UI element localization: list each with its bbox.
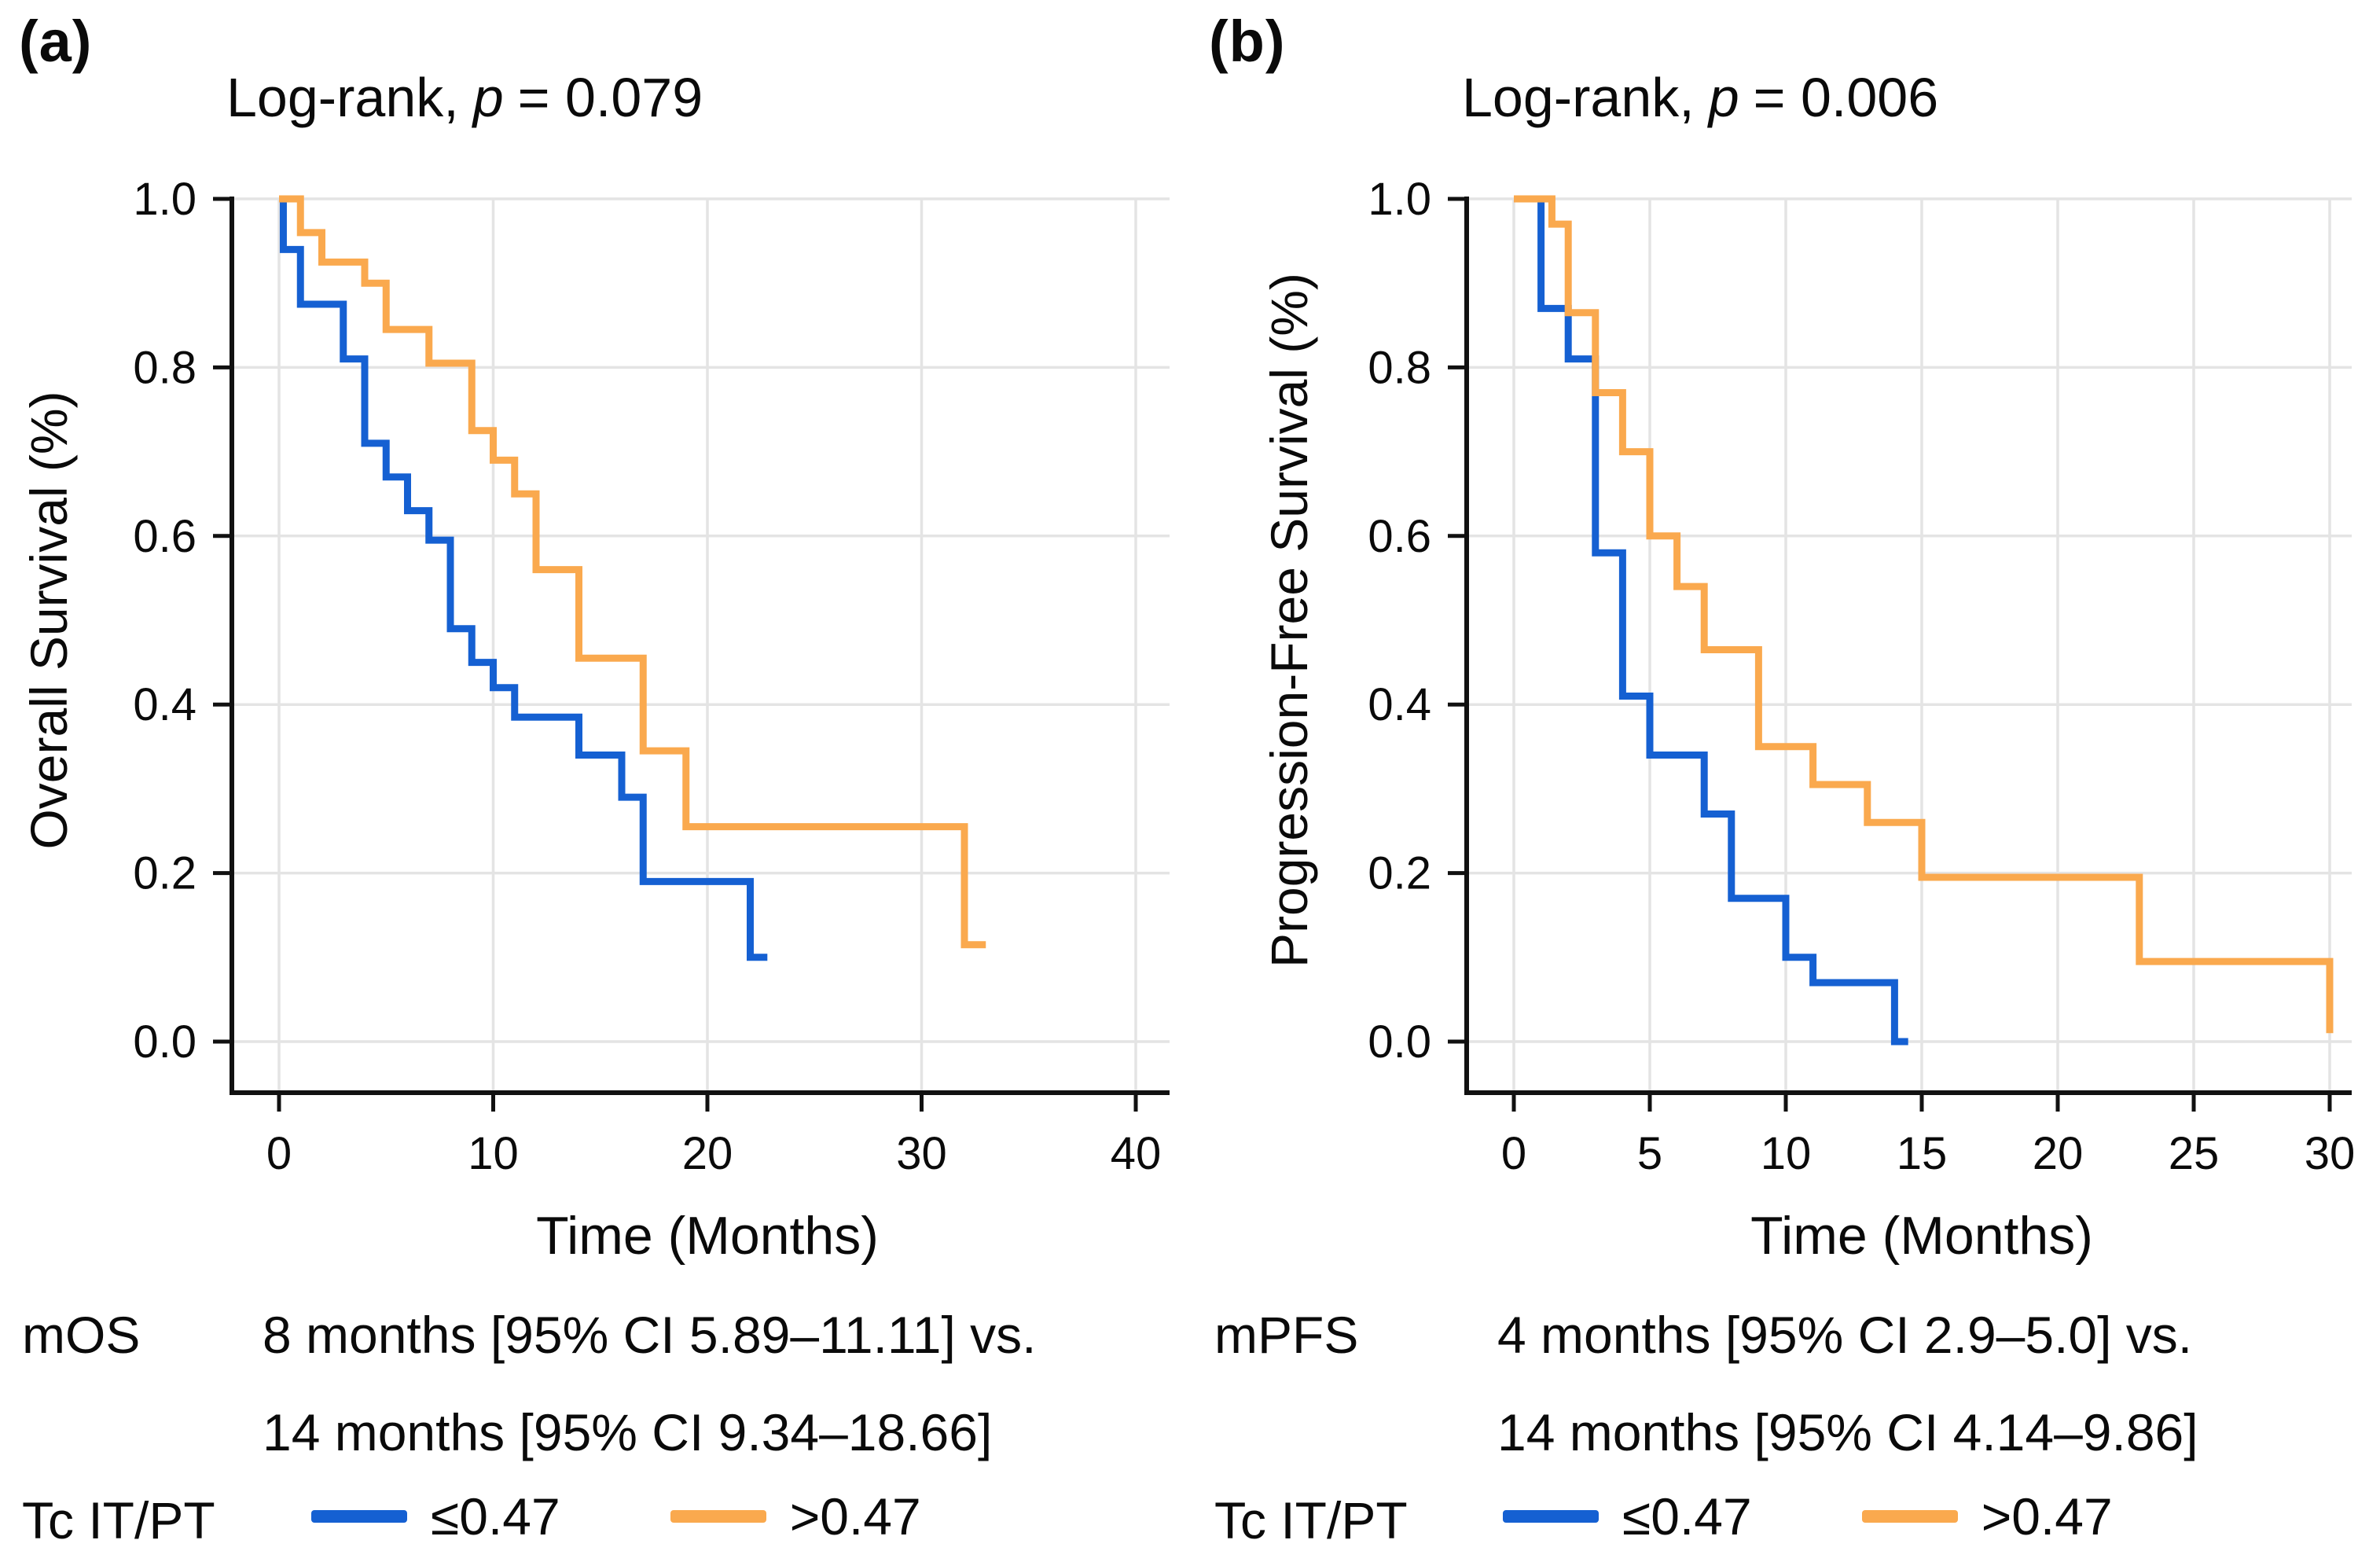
x-tick-label: 0 [1501, 1128, 1526, 1179]
chart-title-logrank-b: Log-rank, p = 0.006 [1462, 66, 1938, 129]
legend-label-tc-itpt-b: Tc IT/PT [1214, 1491, 1408, 1549]
stat-mpfs-line2: 14 months [95% CI 4.14–9.86] [1497, 1403, 2198, 1461]
legend-item-le047: ≤0.47 [1503, 1487, 1752, 1546]
chart-title-logrank-a: Log-rank, p = 0.079 [226, 66, 703, 129]
title-p-value: = 0.079 [517, 67, 703, 128]
km-curve-gt047 [279, 195, 986, 949]
x-tick-label: 20 [2033, 1128, 2084, 1179]
km-chart-progression-free-survival: 1.0 0.8 0.6 0.4 0.2 0.0 0 5 10 15 20 25 30 [1368, 174, 2356, 1179]
km-curve-le047 [1514, 195, 1908, 1046]
title-prefix: Log-rank, [226, 67, 459, 128]
x-tick-label: 30 [896, 1128, 947, 1179]
y-tick-label: 0.2 [133, 848, 196, 899]
stat-mos-line1: 8 months [95% CI 5.89–11.11] vs. [263, 1306, 1037, 1364]
y-tick-label: 1.0 [1368, 174, 1431, 225]
y-tick-label: 0.0 [1368, 1016, 1431, 1068]
x-tick-label: 15 [1897, 1128, 1948, 1179]
x-tick-label: 40 [1111, 1128, 1162, 1179]
legend-text-le047: ≤0.47 [1622, 1487, 1752, 1545]
title-p-value: = 0.006 [1753, 67, 1939, 128]
x-tick-label: 10 [468, 1128, 519, 1179]
y-axis-label-progression-free-survival: Progression-Free Survival (%) [1260, 273, 1318, 968]
x-tick-label: 0 [266, 1128, 292, 1179]
legend-label-tc-itpt-a: Tc IT/PT [22, 1491, 215, 1549]
y-tick-label: 0.4 [133, 679, 196, 730]
y-tick-label: 1.0 [133, 174, 196, 225]
x-tick-label: 10 [1761, 1128, 1812, 1179]
y-tick-label: 0.8 [133, 342, 196, 393]
title-p-symbol: p [1708, 67, 1739, 128]
y-tick-label: 0.0 [133, 1016, 196, 1068]
panel-label-a: (a) [19, 9, 93, 74]
panel-progression-free-survival: 1.0 0.8 0.6 0.4 0.2 0.0 0 5 10 15 20 25 30 (b) Log-r… [1190, 0, 2380, 1305]
legend-swatch-blue [311, 1510, 407, 1523]
legend-text-gt047: >0.47 [789, 1487, 921, 1545]
x-tick-label: 5 [1637, 1128, 1662, 1179]
stat-term-mos: mOS [22, 1306, 141, 1364]
legend-text-gt047: >0.47 [1981, 1487, 2113, 1545]
legend-text-le047: ≤0.47 [431, 1487, 560, 1545]
legend-swatch-orange [1861, 1510, 1958, 1523]
x-tick-label: 20 [682, 1128, 733, 1179]
y-tick-label: 0.6 [133, 511, 196, 562]
km-chart-overall-survival: 1.0 0.8 0.6 0.4 0.2 0.0 0 10 20 30 40 [133, 174, 1170, 1179]
legend-item-le047: ≤0.47 [311, 1487, 560, 1546]
panel-label-b: (b) [1209, 9, 1286, 74]
y-tick-label: 0.8 [1368, 342, 1431, 393]
y-axis-label-overall-survival: Overall Survival (%) [20, 391, 78, 850]
x-axis-label-time-b: Time (Months) [1750, 1206, 2093, 1266]
legend-a: ≤0.47 >0.47 [311, 1486, 921, 1547]
stat-term-mpfs: mPFS [1214, 1306, 1359, 1364]
title-p-symbol: p [472, 67, 504, 128]
x-axis-label-time-a: Time (Months) [536, 1206, 879, 1266]
title-prefix: Log-rank, [1462, 67, 1695, 128]
y-tick-label: 0.4 [1368, 679, 1431, 730]
km-curve-gt047 [1514, 195, 2334, 1034]
y-tick-label: 0.6 [1368, 511, 1431, 562]
stat-mpfs-line1: 4 months [95% CI 2.9–5.0] vs. [1497, 1306, 2193, 1364]
x-tick-label: 30 [2305, 1128, 2356, 1179]
legend-item-gt047: >0.47 [1861, 1487, 2113, 1546]
legend-swatch-orange [670, 1510, 766, 1523]
x-tick-label: 25 [2169, 1128, 2220, 1179]
stat-mos-line2: 14 months [95% CI 9.34–18.66] [263, 1403, 993, 1461]
legend-b: ≤0.47 >0.47 [1503, 1486, 2113, 1547]
legend-item-gt047: >0.47 [670, 1487, 921, 1546]
km-curve-le047 [279, 195, 768, 961]
y-tick-label: 0.2 [1368, 848, 1431, 899]
legend-swatch-blue [1503, 1510, 1599, 1523]
panel-overall-survival: 1.0 0.8 0.6 0.4 0.2 0.0 0 10 20 30 40 (a) Log-rank… [0, 0, 1190, 1305]
